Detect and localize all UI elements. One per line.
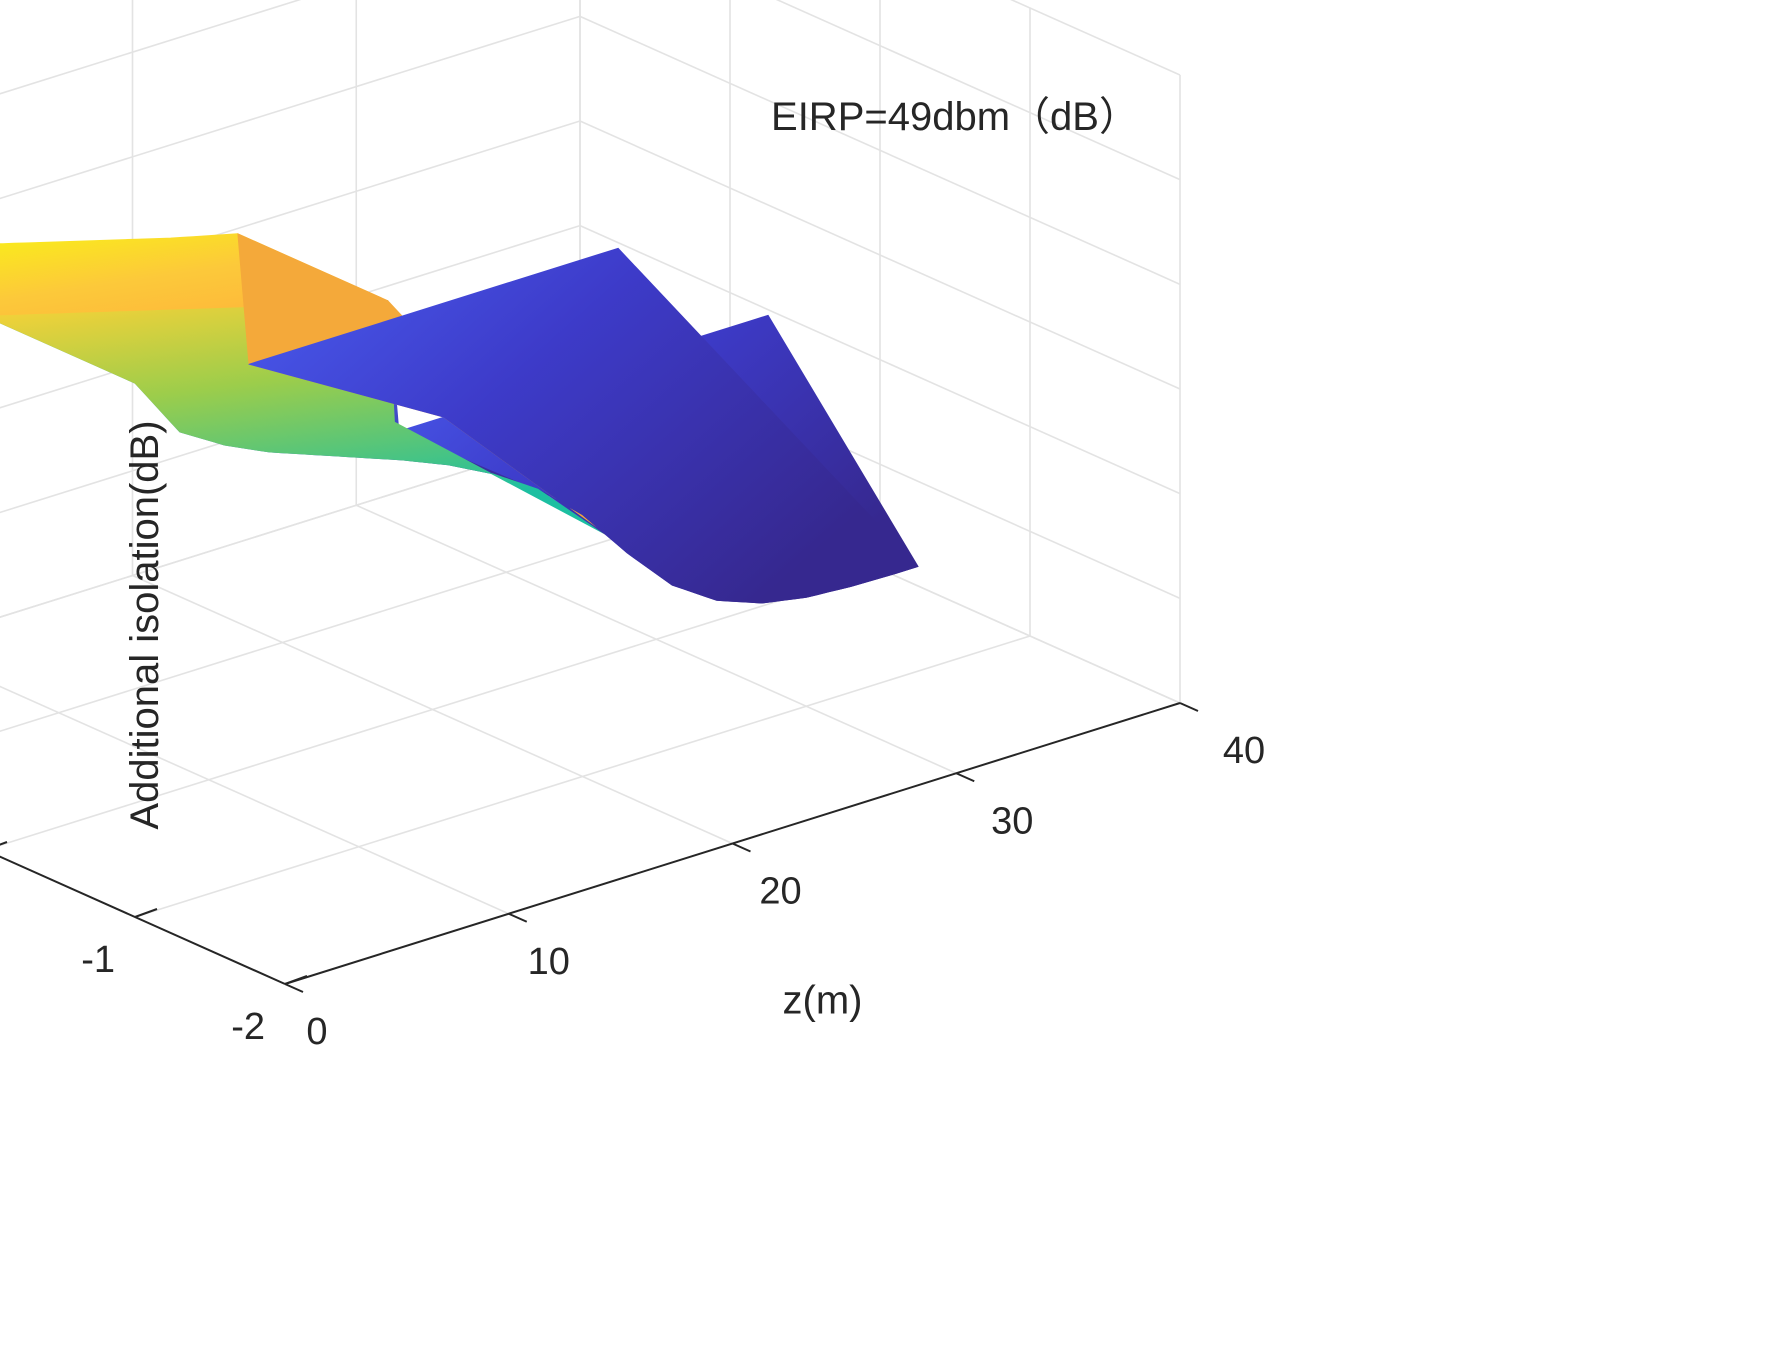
x-tick — [732, 842, 751, 853]
y-tick-label: -1 — [81, 939, 115, 981]
x-tick-label: 30 — [991, 800, 1033, 842]
grid-line — [579, 224, 1181, 495]
axis-labels: 010203040-2-101225303540455055z(m)y(m)Ad… — [81, 420, 1265, 1053]
y-axis-line — [0, 855, 286, 985]
grid-line — [0, 15, 581, 200]
grid-line — [579, 120, 1181, 390]
x-axis-label: z(m) — [783, 979, 863, 1023]
surface — [0, 233, 919, 604]
grid-line — [0, 568, 881, 847]
y-tick — [134, 908, 158, 918]
x-tick — [955, 772, 975, 783]
grid-line — [775, 0, 1181, 181]
y-tick-label: -2 — [231, 1006, 265, 1048]
grid-line — [0, 501, 731, 733]
y-tick — [284, 975, 308, 985]
z-axis-label: Additional isolation(dB) — [123, 420, 167, 829]
x-tick-label: 10 — [528, 941, 570, 983]
chart-title: EIRP=49dbm（dB） — [771, 95, 1139, 139]
axes — [0, 702, 1199, 993]
grid-line — [0, 434, 581, 618]
grid-line — [0, 0, 302, 95]
x-tick — [1179, 702, 1199, 712]
x-tick-label: 0 — [306, 1011, 327, 1053]
x-tick-label: 20 — [759, 871, 801, 913]
grid-line — [0, 434, 581, 618]
y-tick — [0, 841, 8, 846]
x-tick — [508, 912, 528, 923]
x-tick-label: 40 — [1223, 730, 1265, 772]
x-tick — [284, 983, 304, 993]
surface-plateau — [248, 247, 919, 604]
grid-line — [0, 685, 510, 915]
grid-line — [1010, 0, 1181, 76]
grid-line — [134, 635, 1031, 918]
grid-line — [579, 15, 1181, 286]
